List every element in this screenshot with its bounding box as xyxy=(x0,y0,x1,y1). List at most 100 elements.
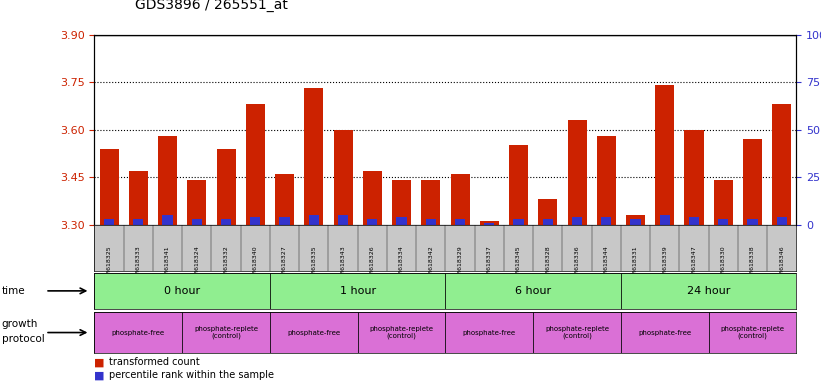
Bar xyxy=(655,85,674,225)
Text: GSM618339: GSM618339 xyxy=(663,245,667,283)
Text: transformed count: transformed count xyxy=(109,358,200,367)
Bar xyxy=(99,149,118,225)
Text: GSM618340: GSM618340 xyxy=(253,245,258,283)
Bar xyxy=(392,180,411,225)
Text: GSM618324: GSM618324 xyxy=(195,245,200,283)
Text: ■: ■ xyxy=(94,370,105,380)
Bar xyxy=(421,180,440,225)
Text: growth: growth xyxy=(2,319,38,329)
Text: GSM618331: GSM618331 xyxy=(633,245,638,283)
Text: time: time xyxy=(2,286,25,296)
Text: phosphate-replete
(control): phosphate-replete (control) xyxy=(369,326,433,339)
Bar xyxy=(597,136,616,225)
Text: GSM618325: GSM618325 xyxy=(107,245,112,283)
Bar xyxy=(217,149,236,225)
Text: GSM618337: GSM618337 xyxy=(487,245,492,283)
Bar xyxy=(446,312,533,353)
Text: phosphate-free: phosphate-free xyxy=(287,329,341,336)
Bar xyxy=(743,139,762,225)
Text: phosphate-replete
(control): phosphate-replete (control) xyxy=(545,326,609,339)
Bar xyxy=(689,217,699,225)
Bar xyxy=(163,215,172,225)
Bar xyxy=(777,217,787,225)
Bar xyxy=(182,312,270,353)
Bar xyxy=(250,217,260,225)
Bar xyxy=(270,273,446,309)
Text: GSM618329: GSM618329 xyxy=(457,245,462,283)
Text: 1 hour: 1 hour xyxy=(340,286,376,296)
Bar xyxy=(191,219,202,225)
Bar xyxy=(305,88,323,225)
Text: GSM618336: GSM618336 xyxy=(575,245,580,283)
Text: GSM618343: GSM618343 xyxy=(341,245,346,283)
Bar xyxy=(94,312,182,353)
Text: GSM618341: GSM618341 xyxy=(165,245,170,283)
Bar xyxy=(509,146,528,225)
Text: 6 hour: 6 hour xyxy=(515,286,551,296)
Bar xyxy=(567,120,586,225)
Bar xyxy=(270,312,358,353)
Bar xyxy=(158,136,177,225)
Bar xyxy=(513,219,524,225)
Text: GSM618332: GSM618332 xyxy=(223,245,228,283)
Bar xyxy=(367,219,378,225)
Bar xyxy=(446,273,621,309)
Bar xyxy=(539,199,557,225)
Bar xyxy=(479,222,499,225)
Bar xyxy=(631,219,640,225)
Text: GSM618338: GSM618338 xyxy=(750,245,755,283)
Text: GSM618335: GSM618335 xyxy=(311,245,316,283)
Bar xyxy=(309,215,319,225)
Text: phosphate-replete
(control): phosphate-replete (control) xyxy=(721,326,785,339)
Bar xyxy=(275,174,294,225)
Text: phosphate-free: phosphate-free xyxy=(112,329,165,336)
Text: GDS3896 / 265551_at: GDS3896 / 265551_at xyxy=(135,0,288,12)
Text: percentile rank within the sample: percentile rank within the sample xyxy=(109,370,274,380)
Text: phosphate-free: phosphate-free xyxy=(638,329,691,336)
Bar xyxy=(659,215,670,225)
Text: GSM618345: GSM618345 xyxy=(516,245,521,283)
Bar xyxy=(425,219,436,225)
Bar xyxy=(601,217,612,225)
Text: GSM618327: GSM618327 xyxy=(282,245,287,283)
Text: protocol: protocol xyxy=(2,334,44,344)
Bar xyxy=(94,273,270,309)
Bar xyxy=(709,312,796,353)
Bar xyxy=(363,171,382,225)
Text: 24 hour: 24 hour xyxy=(687,286,731,296)
Bar xyxy=(572,217,582,225)
Bar xyxy=(221,219,232,225)
Text: GSM618328: GSM618328 xyxy=(545,245,550,283)
Bar xyxy=(333,130,352,225)
Bar xyxy=(397,217,406,225)
Bar xyxy=(621,273,796,309)
Text: ■: ■ xyxy=(94,358,105,367)
Bar xyxy=(104,219,114,225)
Bar xyxy=(773,104,791,225)
Bar xyxy=(279,217,290,225)
Bar xyxy=(129,171,148,225)
Bar xyxy=(451,174,470,225)
Bar xyxy=(747,219,758,225)
Text: phosphate-replete
(control): phosphate-replete (control) xyxy=(194,326,258,339)
Bar xyxy=(685,130,704,225)
Text: GSM618347: GSM618347 xyxy=(691,245,696,283)
Bar xyxy=(187,180,206,225)
Text: GSM618344: GSM618344 xyxy=(603,245,608,283)
Bar xyxy=(338,215,348,225)
Text: GSM618334: GSM618334 xyxy=(399,245,404,283)
Bar xyxy=(626,215,645,225)
Text: phosphate-free: phosphate-free xyxy=(463,329,516,336)
Bar xyxy=(713,180,733,225)
Text: GSM618326: GSM618326 xyxy=(369,245,374,283)
Text: GSM618330: GSM618330 xyxy=(721,245,726,283)
Bar xyxy=(543,219,553,225)
Bar xyxy=(455,219,466,225)
Bar xyxy=(484,223,494,225)
Bar xyxy=(358,312,445,353)
Bar xyxy=(718,219,728,225)
Bar xyxy=(621,312,709,353)
Text: 0 hour: 0 hour xyxy=(164,286,200,296)
Text: GSM618342: GSM618342 xyxy=(429,245,433,283)
Bar xyxy=(533,312,621,353)
